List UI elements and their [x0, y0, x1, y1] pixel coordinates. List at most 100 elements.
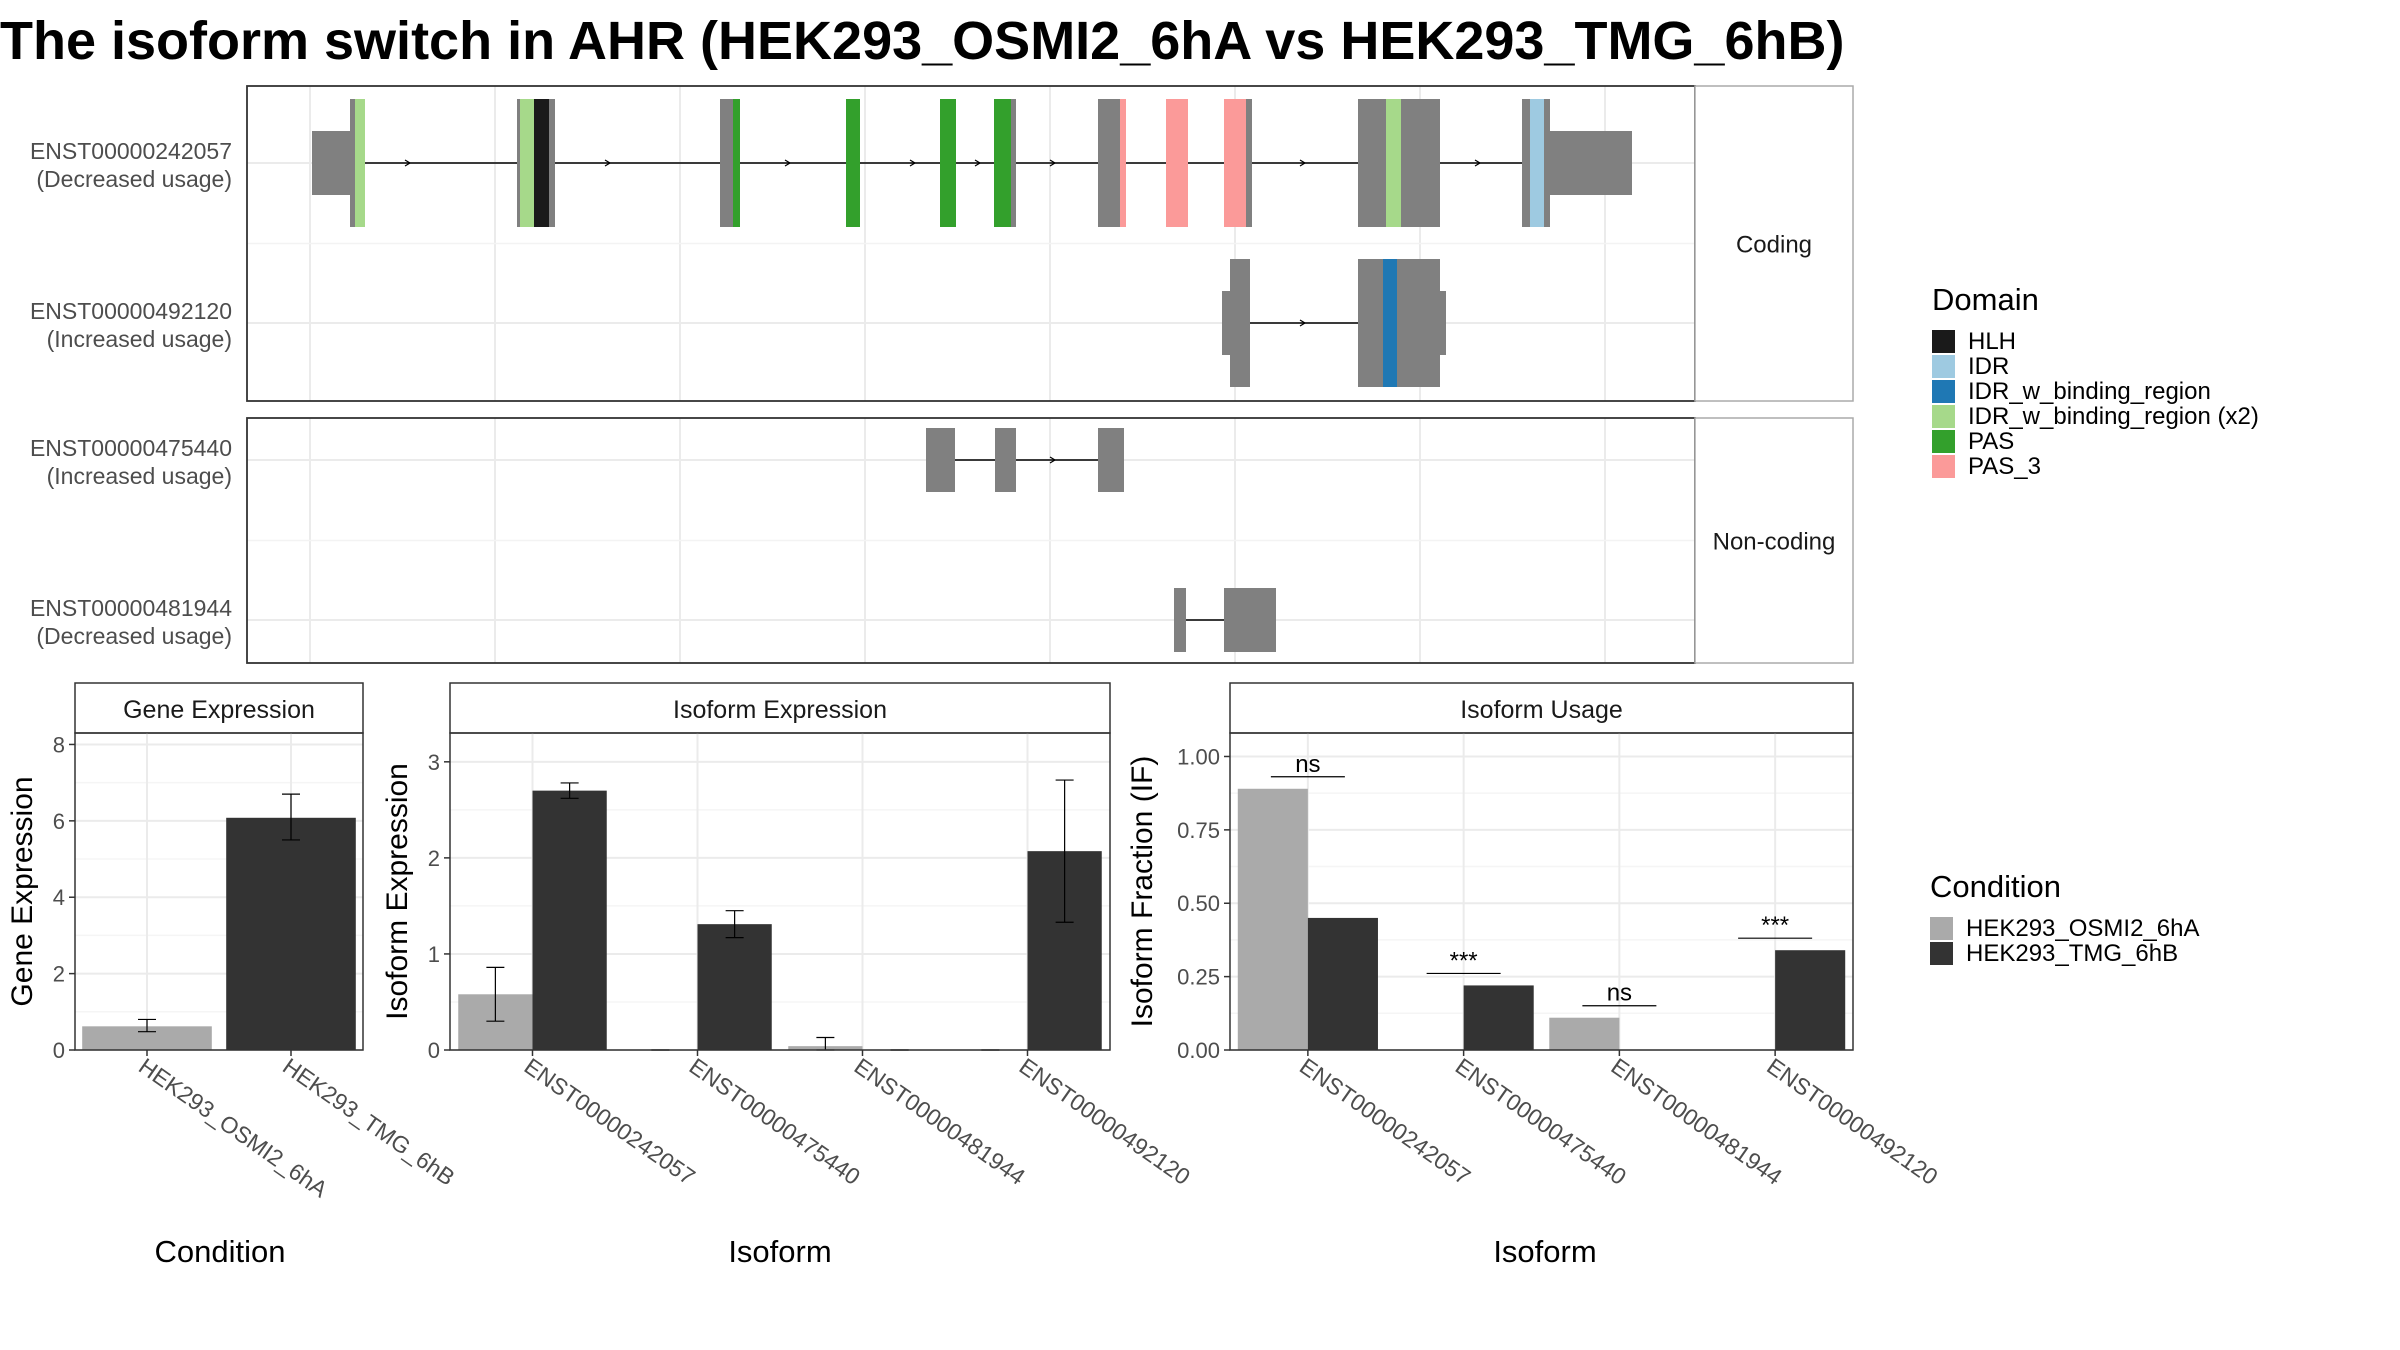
transcript-usage-label: (Increased usage)	[47, 326, 232, 352]
condition-legend-label: HEK293_OSMI2_6hA	[1966, 915, 2199, 942]
chart-title: Gene Expression	[123, 696, 315, 724]
y-tick-label: 0	[53, 1038, 65, 1063]
x-tick-label: ENST00000475440	[685, 1053, 865, 1190]
domain-pas-3	[1224, 99, 1246, 227]
y-axis-title: Gene Expression	[6, 776, 39, 1006]
bar	[1549, 1017, 1620, 1050]
y-tick-label: 1	[428, 942, 440, 967]
domain-legend-key	[1932, 430, 1955, 453]
chart-2: Isoform Usage ns *** ns *** 0.00 0.25 0.50 0.75 1…	[1126, 682, 1943, 1269]
bar	[226, 817, 356, 1050]
y-tick-label: 1.00	[1177, 744, 1220, 769]
exon-utr	[1550, 131, 1632, 195]
bar	[1775, 950, 1846, 1050]
bar	[532, 790, 607, 1050]
legends: Domain HLHIDRIDR_w_binding_regionIDR_w_bi…	[1930, 282, 2259, 967]
x-axis-title: Isoform	[1493, 1234, 1596, 1269]
x-tick-label: ENST00000481944	[850, 1053, 1031, 1190]
domain-idr	[1530, 99, 1544, 227]
y-tick-label: 0.50	[1177, 891, 1220, 916]
transcript-structure-panels: CodingNon-codingENST00000242057(Decrease…	[30, 85, 1854, 664]
significance-label: ***	[1761, 912, 1789, 939]
transcript-usage-label: (Increased usage)	[47, 463, 232, 489]
condition-legend-key	[1930, 942, 1953, 965]
facet-strip	[1694, 85, 1854, 402]
transcript-id-label: ENST00000242057	[30, 138, 232, 164]
condition-legend-label: HEK293_TMG_6hB	[1966, 940, 2178, 967]
chart-1: Isoform Expression0123ENST00000242057ENS…	[381, 682, 1195, 1269]
page-title: The isoform switch in AHR (HEK293_OSMI2_…	[0, 11, 1845, 71]
domain-legend-key	[1932, 405, 1955, 428]
x-tick-label: ENST00000492120	[1015, 1053, 1195, 1190]
domain-idr-binding-x2	[1386, 99, 1401, 227]
facet-strip	[1694, 417, 1854, 664]
y-tick-label: 0.00	[1177, 1038, 1220, 1063]
exon	[1098, 428, 1124, 492]
exon-utr	[1222, 291, 1232, 355]
y-tick-label: 0.75	[1177, 818, 1220, 843]
x-tick-label: ENST00000475440	[1451, 1053, 1631, 1190]
exon	[1224, 588, 1276, 652]
transcript-usage-label: (Decreased usage)	[36, 166, 232, 192]
intron-arrow	[784, 159, 792, 167]
domain-legend-label: IDR_w_binding_region (x2)	[1968, 403, 2259, 430]
x-tick-label: ENST00000242057	[520, 1053, 700, 1190]
transcript-id-label: ENST00000481944	[30, 595, 232, 621]
domain-pas	[940, 99, 956, 227]
exon	[995, 428, 1016, 492]
x-axis-title: Condition	[155, 1234, 286, 1269]
y-tick-label: 2	[428, 846, 440, 871]
y-tick-label: 2	[53, 962, 65, 987]
domain-idr-binding-x2	[520, 99, 534, 227]
bar	[1463, 985, 1534, 1050]
intron-arrow	[909, 159, 917, 167]
significance-label: ns	[1295, 751, 1320, 778]
facet-strip-label: Non-coding	[1713, 529, 1836, 556]
exon	[926, 428, 955, 492]
domain-legend-key	[1932, 455, 1955, 478]
chart-panel-border	[1229, 732, 1854, 1051]
transcript-id-label: ENST00000492120	[30, 298, 232, 324]
domain-legend-key	[1932, 330, 1955, 353]
domain-legend-label: PAS	[1968, 428, 2014, 455]
y-tick-label: 3	[428, 750, 440, 775]
y-tick-label: 8	[53, 732, 65, 757]
intron-arrow	[1299, 319, 1307, 327]
domain-pas-3	[1120, 99, 1126, 227]
intron-arrow	[974, 159, 982, 167]
domain-legend-label: IDR_w_binding_region	[1968, 378, 2211, 405]
bar	[1237, 788, 1308, 1050]
domain-hlh	[534, 99, 549, 227]
domain-legend-label: PAS_3	[1968, 453, 2041, 480]
intron-arrow	[604, 159, 612, 167]
intron-arrow	[1474, 159, 1482, 167]
facet-strip-label: Coding	[1736, 232, 1812, 259]
domain-pas	[846, 99, 860, 227]
significance-label: ns	[1607, 980, 1632, 1007]
transcript-usage-label: (Decreased usage)	[36, 623, 232, 649]
condition-legend-key	[1930, 917, 1953, 940]
intron-arrow	[1049, 456, 1057, 464]
x-axis-title: Isoform	[728, 1234, 831, 1269]
domain-idr-binding-x2	[355, 99, 365, 227]
domain-pas	[733, 99, 740, 227]
intron-arrow	[1049, 159, 1057, 167]
domain-legend-key	[1932, 380, 1955, 403]
x-tick-label: ENST00000492120	[1762, 1053, 1942, 1190]
domain-pas-3	[1166, 99, 1188, 227]
chart-title: Isoform Usage	[1460, 696, 1623, 724]
chart-panel-border	[449, 732, 1111, 1051]
domain-legend-label: IDR	[1968, 353, 2009, 380]
exon-utr	[1440, 291, 1446, 355]
y-tick-label: 4	[53, 885, 65, 910]
exon	[1358, 259, 1440, 387]
domain-idr-binding	[1383, 259, 1397, 387]
domain-legend-key	[1932, 355, 1955, 378]
y-tick-label: 0.25	[1177, 965, 1220, 990]
domain-legend-title: Domain	[1932, 282, 2039, 317]
intron-arrow	[404, 159, 412, 167]
intron-arrow	[1299, 159, 1307, 167]
domain-pas	[994, 99, 1011, 227]
exon	[1230, 259, 1250, 387]
